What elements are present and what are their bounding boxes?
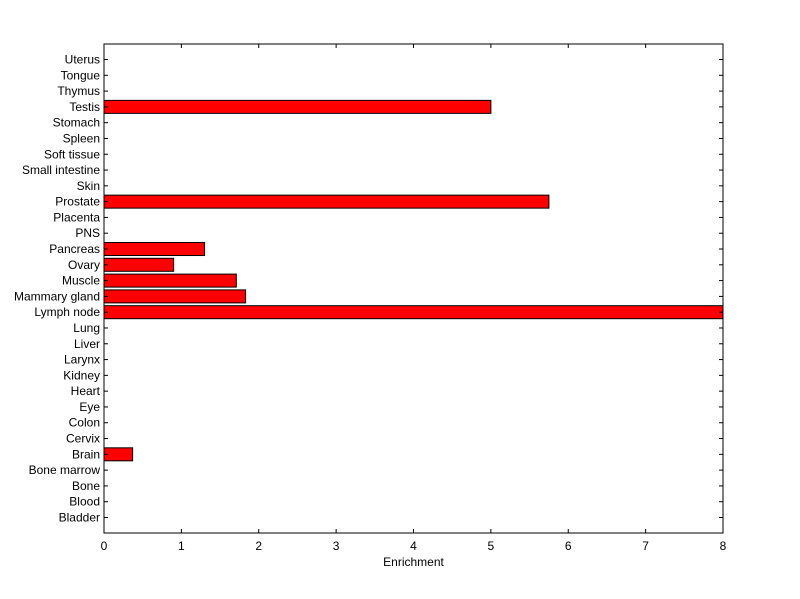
- x-tick-label: 8: [720, 539, 727, 553]
- y-tick-label: Spleen: [63, 131, 100, 145]
- bar-pancreas: [103, 242, 206, 257]
- y-tick-label: Bone marrow: [29, 463, 101, 477]
- x-tick-label: 7: [642, 539, 649, 553]
- x-tick-label: 4: [410, 539, 417, 553]
- y-tick-label: Kidney: [63, 368, 100, 382]
- y-tick-label: Blood: [69, 495, 100, 509]
- y-tick-label: Bone: [72, 479, 100, 493]
- x-tick-label: 0: [101, 539, 108, 553]
- bars-group: [103, 99, 724, 462]
- x-tick-label: 6: [565, 539, 572, 553]
- y-tick-label: Eye: [79, 400, 100, 414]
- y-tick-label: Uterus: [65, 53, 100, 67]
- bar-muscle: [103, 273, 237, 288]
- x-ticks-group: 0 1 2 3 4 5 6 7 8: [101, 44, 727, 553]
- bar-testis: [103, 99, 492, 114]
- y-tick-label: Testis: [69, 100, 100, 114]
- y-tick-label: Ovary: [68, 258, 100, 272]
- axes-box: [103, 43, 724, 534]
- y-tick-label: Soft tissue: [44, 147, 100, 161]
- y-tick-label: Stomach: [53, 116, 100, 130]
- bar-prostate: [103, 194, 550, 209]
- x-tick-label: 1: [178, 539, 185, 553]
- x-axis-label: Enrichment: [383, 555, 444, 569]
- bar-lymph-node: [103, 305, 724, 320]
- y-tick-label: Lymph node: [34, 305, 100, 319]
- y-tick-label: Lung: [73, 321, 100, 335]
- y-tick-label: Mammary gland: [14, 289, 100, 303]
- bar-brain: [103, 447, 134, 462]
- bar-ovary: [103, 257, 175, 272]
- y-tick-label: Liver: [74, 337, 100, 351]
- y-tick-label: Pancreas: [49, 242, 100, 256]
- y-tick-label: Prostate: [55, 195, 100, 209]
- y-tick-label: Placenta: [53, 210, 100, 224]
- y-tick-label: Cervix: [66, 432, 100, 446]
- y-tick-label: Small intestine: [22, 163, 100, 177]
- x-tick-label: 5: [488, 539, 495, 553]
- y-tick-label: Bladder: [59, 511, 100, 525]
- x-tick-label: 2: [255, 539, 262, 553]
- x-tick-label: 3: [333, 539, 340, 553]
- y-tick-label: Brain: [72, 447, 100, 461]
- y-tick-label: Colon: [69, 416, 100, 430]
- y-tick-label: Tongue: [61, 68, 101, 82]
- y-tick-label: Thymus: [57, 84, 100, 98]
- y-tick-label: Larynx: [64, 353, 100, 367]
- bar-mammary-gland: [103, 289, 247, 304]
- y-tick-label: Heart: [71, 384, 101, 398]
- y-tick-label: PNS: [75, 226, 100, 240]
- y-tick-label: Skin: [77, 179, 100, 193]
- y-tick-label: Muscle: [62, 274, 100, 288]
